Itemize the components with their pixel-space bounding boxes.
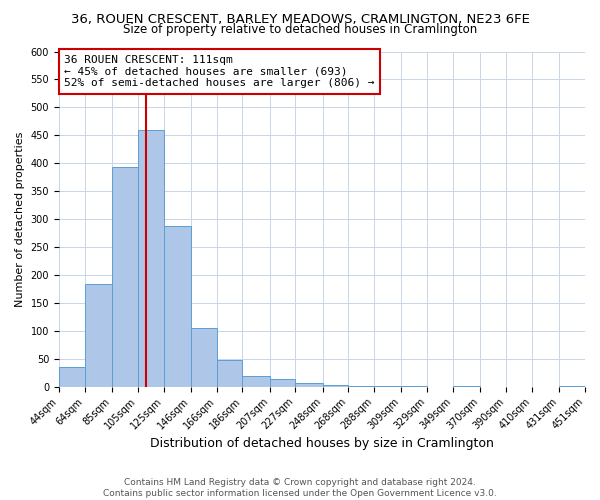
Bar <box>191 328 217 386</box>
Text: 36, ROUEN CRESCENT, BARLEY MEADOWS, CRAMLINGTON, NE23 6FE: 36, ROUEN CRESCENT, BARLEY MEADOWS, CRAM… <box>71 12 529 26</box>
Bar <box>112 167 138 386</box>
Bar <box>269 379 295 386</box>
Bar <box>323 385 349 386</box>
Y-axis label: Number of detached properties: Number of detached properties <box>15 132 25 307</box>
Text: Contains HM Land Registry data © Crown copyright and database right 2024.
Contai: Contains HM Land Registry data © Crown c… <box>103 478 497 498</box>
Text: Size of property relative to detached houses in Cramlington: Size of property relative to detached ho… <box>123 22 477 36</box>
X-axis label: Distribution of detached houses by size in Cramlington: Distribution of detached houses by size … <box>150 437 494 450</box>
Bar <box>138 130 164 386</box>
Bar <box>85 284 112 386</box>
Bar <box>164 226 191 386</box>
Bar <box>242 376 269 386</box>
Bar <box>217 360 242 386</box>
Text: 36 ROUEN CRESCENT: 111sqm
← 45% of detached houses are smaller (693)
52% of semi: 36 ROUEN CRESCENT: 111sqm ← 45% of detac… <box>64 55 374 88</box>
Bar <box>59 367 85 386</box>
Bar <box>295 383 323 386</box>
